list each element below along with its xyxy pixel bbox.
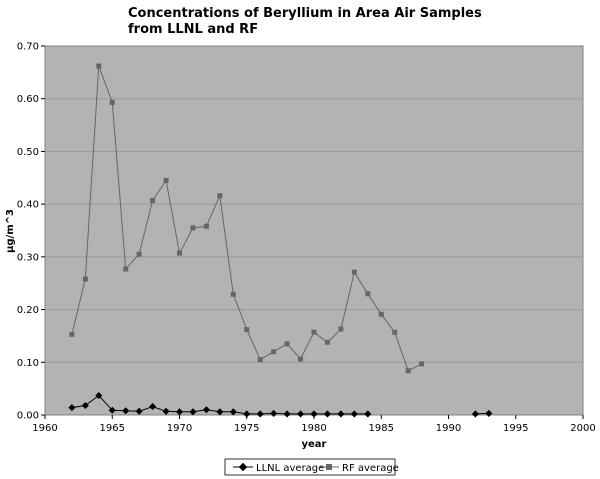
- rf-data-point: [271, 349, 277, 355]
- llnl-data-point: [364, 410, 372, 418]
- x-axis-label: year: [302, 439, 327, 450]
- llnl-data-point: [297, 410, 305, 418]
- x-axis-ticks: 1960 1965 1970 1975 1980 1985 1990 1995 2000: [32, 415, 596, 434]
- rf-data-point: [230, 291, 236, 297]
- rf-data-point: [136, 251, 142, 257]
- rf-data-point: [177, 250, 182, 256]
- llnl-data-point: [189, 408, 197, 416]
- llnl-data-point: [68, 404, 76, 412]
- rf-data-point: [392, 329, 398, 335]
- llnl-data-point: [283, 410, 291, 418]
- rf-data-point: [96, 63, 102, 69]
- rf-data-point: [298, 356, 304, 362]
- rf-data-point: [109, 99, 115, 105]
- llnl-data-point: [81, 401, 89, 410]
- rf-data-point: [324, 339, 330, 345]
- x-tick-label: 1980: [301, 423, 326, 434]
- x-tick-label: 1960: [32, 423, 57, 434]
- rf-data-point: [82, 276, 88, 282]
- x-tick-label: 2000: [570, 423, 595, 434]
- rf-data-point: [378, 311, 384, 317]
- llnl-data-point: [270, 409, 278, 417]
- y-tick-label: 0.70: [17, 42, 39, 53]
- rf-data-point: [150, 197, 156, 203]
- legend-rf-marker: [326, 464, 332, 470]
- y-axis-label: µg/m^3: [5, 209, 16, 253]
- rf-data-point: [338, 326, 344, 332]
- y-tick-label: 0.50: [17, 147, 39, 158]
- llnl-data-point: [202, 406, 210, 414]
- x-tick-label: 1995: [503, 423, 528, 434]
- llnl-data-point: [256, 410, 264, 418]
- llnl-data-point: [337, 410, 345, 418]
- x-tick-label: 1965: [100, 423, 125, 434]
- rf-data-point: [163, 177, 169, 183]
- x-tick-label: 1985: [369, 423, 394, 434]
- llnl-data-point: [243, 410, 251, 418]
- llnl-data-point: [485, 409, 493, 417]
- rf-data-point: [190, 225, 196, 231]
- gridlines: [45, 98, 583, 363]
- legend-llnl-marker: [238, 462, 248, 472]
- llnl-data-point: [229, 408, 237, 416]
- rf-data-point: [203, 223, 209, 229]
- x-tick-label: 1990: [436, 423, 461, 434]
- llnl-data-point: [122, 407, 130, 415]
- y-tick-label: 0.40: [17, 200, 39, 211]
- rf-data-point: [311, 329, 317, 335]
- y-tick-label: 0.20: [17, 305, 39, 316]
- y-axis-ticks: 0.00 0.10 0.20 0.30 0.40 0.50 0.60 0.70: [17, 42, 45, 422]
- chart-title-line1: Concentrations of Beryllium in Area Air …: [128, 6, 482, 21]
- plot-area: [44, 45, 584, 416]
- legend-rf-label: RF average: [342, 463, 399, 474]
- legend-box: [224, 458, 396, 476]
- x-tick-label: 1970: [167, 423, 192, 434]
- rf-data-point: [257, 357, 263, 363]
- rf-data-point: [365, 291, 371, 297]
- llnl-data-point: [135, 407, 143, 415]
- rf-data-point: [284, 341, 290, 347]
- legend-llnl-label: LLNL average: [256, 463, 324, 474]
- chart-title-line2: from LLNL and RF: [128, 22, 258, 37]
- llnl-data-point: [310, 410, 318, 418]
- llnl-data-point: [350, 410, 358, 418]
- y-tick-label: 0.30: [17, 252, 39, 263]
- llnl-data-point: [471, 410, 479, 418]
- llnl-data-point: [149, 403, 157, 411]
- rf-data-point: [351, 269, 357, 275]
- llnl-data-point: [323, 410, 331, 418]
- llnl-data-point: [162, 407, 170, 415]
- rf-data-point: [244, 327, 250, 333]
- rf-data-point: [405, 368, 411, 374]
- llnl-data-point: [95, 391, 103, 400]
- llnl-data-point: [216, 408, 224, 416]
- y-tick-label: 0.10: [17, 358, 39, 369]
- llnl-data-point: [108, 406, 116, 414]
- series-layer: [68, 63, 493, 418]
- rf-data-point: [419, 361, 425, 367]
- rf-data-point: [69, 331, 75, 337]
- y-tick-label: 0.00: [17, 411, 39, 422]
- x-tick-label: 1975: [234, 423, 259, 434]
- y-tick-label: 0.60: [17, 94, 39, 105]
- rf-data-point: [123, 266, 129, 272]
- legend: LLNL average RF average: [224, 458, 399, 476]
- llnl-data-point: [175, 408, 184, 416]
- rf-data-point: [217, 193, 223, 199]
